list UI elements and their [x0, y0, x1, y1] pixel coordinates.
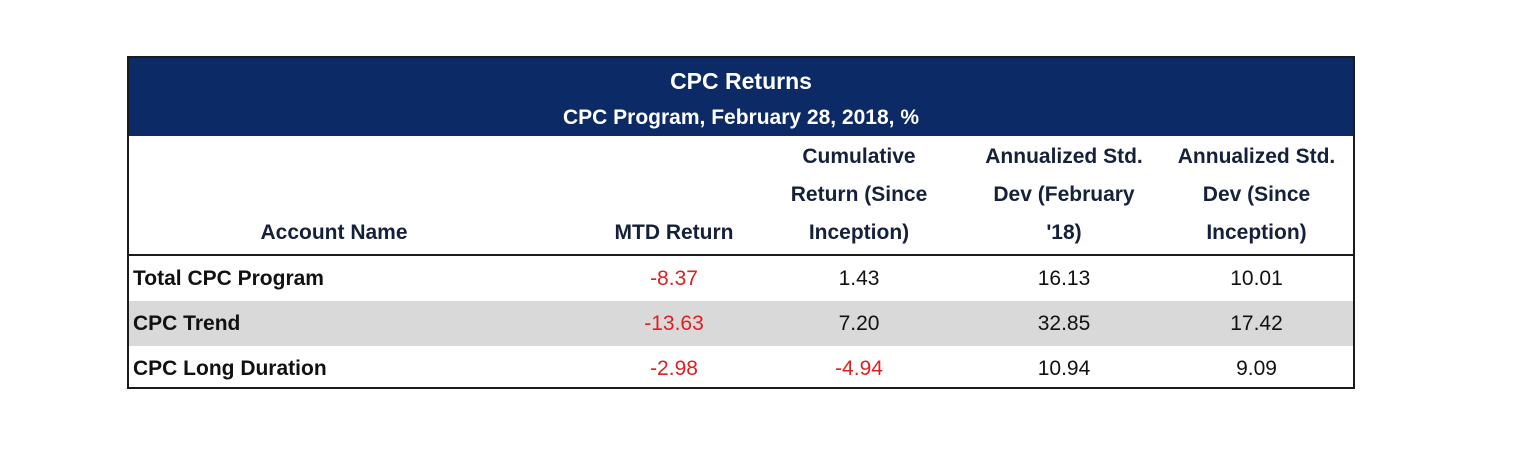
table-title-band: CPC Returns CPC Program, February 28, 20… [129, 58, 1353, 136]
header-std-dev-february: Annualized Std. Dev (February '18) [985, 145, 1143, 244]
header-std-dev-inception: Annualized Std. Dev (Since Inception) [1177, 145, 1336, 244]
header-mtd-return: MTD Return [614, 221, 734, 244]
header-account-name: Account Name [260, 221, 408, 244]
std-dev-inception-cell: 9.09 [1236, 357, 1277, 380]
cumulative-return-cell: -4.94 [835, 357, 883, 380]
account-name-cell: CPC Long Duration [133, 357, 327, 380]
table-title: CPC Returns [670, 68, 812, 94]
mtd-return-cell: -13.63 [644, 312, 704, 335]
header-cumulative-return: Cumulative Return (Since Inception) [790, 145, 928, 244]
cumulative-return-cell: 7.20 [838, 312, 880, 335]
std-dev-inception-cell: 10.01 [1230, 267, 1283, 290]
account-name-cell: CPC Trend [133, 312, 241, 335]
returns-table: CPC Returns CPC Program, February 28, 20… [127, 56, 1355, 389]
cumulative-return-cell: 1.43 [838, 267, 880, 290]
table-row: CPC Long Duration -2.98 -4.94 10.94 9.09 [129, 346, 1353, 391]
table-row: CPC Trend -13.63 7.20 32.85 17.42 [129, 301, 1353, 346]
table-subtitle: CPC Program, February 28, 2018, % [563, 106, 919, 129]
table-row: Total CPC Program -8.37 1.43 16.13 10.01 [129, 256, 1353, 301]
std-dev-feb-cell: 10.94 [1037, 357, 1091, 380]
mtd-return-cell: -2.98 [650, 357, 698, 380]
std-dev-feb-cell: 32.85 [1037, 312, 1091, 335]
std-dev-inception-cell: 17.42 [1230, 312, 1283, 335]
std-dev-feb-cell: 16.13 [1037, 267, 1091, 290]
account-name-cell: Total CPC Program [133, 267, 324, 290]
column-header-row: Account Name MTD Return Cumulative Retur… [129, 136, 1353, 256]
mtd-return-cell: -8.37 [650, 267, 698, 290]
